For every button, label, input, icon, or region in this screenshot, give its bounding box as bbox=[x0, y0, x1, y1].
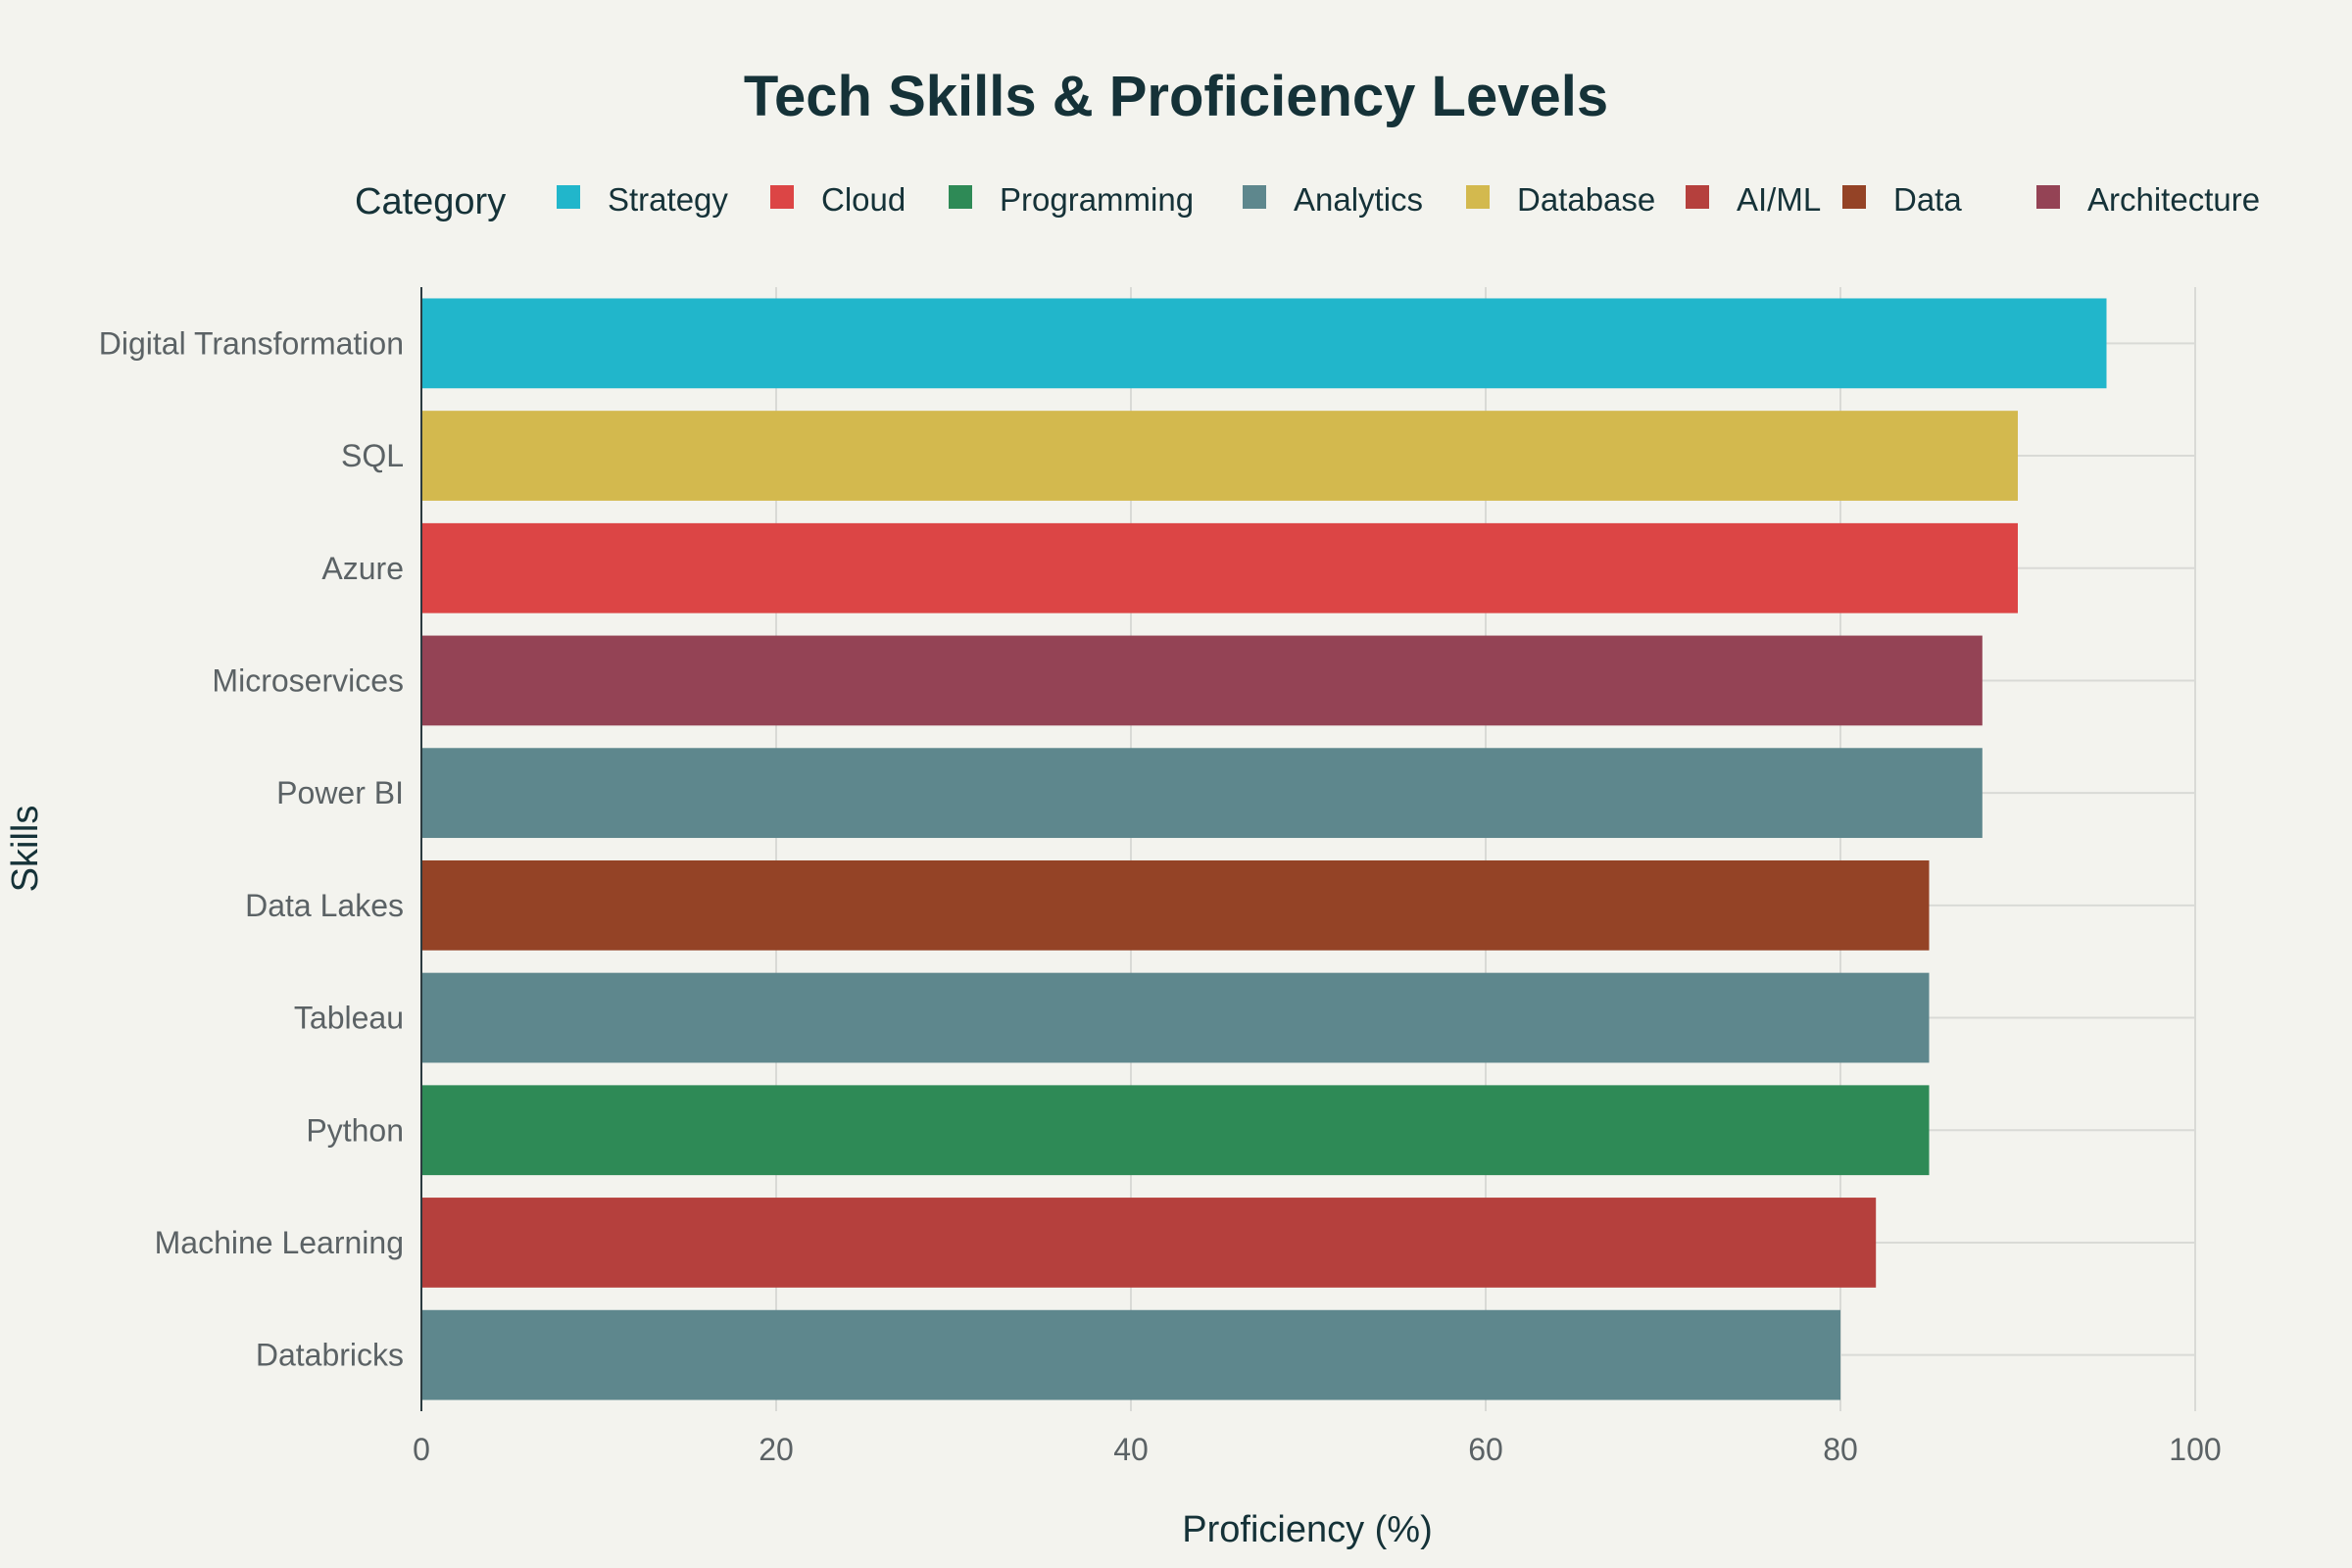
y-tick-label: Microservices bbox=[212, 662, 404, 698]
x-tick-label: 40 bbox=[1113, 1432, 1149, 1467]
legend-swatch-strategy[interactable] bbox=[557, 185, 580, 209]
legend-swatch-ai-ml[interactable] bbox=[1686, 185, 1709, 209]
legend-label[interactable]: Cloud bbox=[821, 181, 906, 218]
legend-swatch-analytics[interactable] bbox=[1243, 185, 1266, 209]
legend-title: Category bbox=[355, 181, 506, 222]
x-tick-label: 20 bbox=[759, 1432, 794, 1467]
y-tick-label: SQL bbox=[341, 438, 404, 473]
bar-azure[interactable] bbox=[421, 522, 2018, 613]
y-tick-label: Machine Learning bbox=[155, 1225, 404, 1260]
y-tick-label: Python bbox=[306, 1112, 404, 1148]
y-tick-label: Data Lakes bbox=[245, 888, 404, 923]
legend-swatch-cloud[interactable] bbox=[770, 185, 794, 209]
legend-label[interactable]: Analytics bbox=[1294, 181, 1423, 218]
legend-label[interactable]: Strategy bbox=[608, 181, 728, 218]
x-axis-title: Proficiency (%) bbox=[1182, 1509, 1433, 1550]
y-axis-title: Skills bbox=[5, 806, 46, 893]
legend-label[interactable]: Data bbox=[1893, 181, 1962, 218]
legend-label[interactable]: Database bbox=[1517, 181, 1655, 218]
bar-power-bi[interactable] bbox=[421, 748, 1983, 839]
x-tick-label: 60 bbox=[1468, 1432, 1503, 1467]
legend-swatch-architecture[interactable] bbox=[2036, 185, 2060, 209]
x-tick-label: 0 bbox=[413, 1432, 430, 1467]
y-tick-label: Tableau bbox=[294, 1001, 404, 1036]
bar-databricks[interactable] bbox=[421, 1309, 1840, 1400]
y-tick-label: Power BI bbox=[276, 775, 404, 810]
y-tick-label: Digital Transformation bbox=[99, 325, 404, 361]
bar-sql[interactable] bbox=[421, 411, 2018, 501]
bar-tableau[interactable] bbox=[421, 972, 1930, 1063]
bar-python[interactable] bbox=[421, 1085, 1930, 1176]
bar-data-lakes[interactable] bbox=[421, 859, 1930, 951]
legend-label[interactable]: Programming bbox=[1000, 181, 1194, 218]
bar-microservices[interactable] bbox=[421, 635, 1983, 726]
legend-label[interactable]: AI/ML bbox=[1737, 181, 1821, 218]
y-tick-label: Databricks bbox=[256, 1338, 404, 1373]
chart-title: Tech Skills & Proficiency Levels bbox=[744, 65, 1608, 128]
bars bbox=[421, 298, 2107, 1400]
legend: Category Strategy Cloud Programming Analyti… bbox=[355, 181, 2260, 222]
x-axis: 0 20 40 60 80 100 bbox=[413, 1432, 2222, 1467]
legend-swatch-programming[interactable] bbox=[949, 185, 972, 209]
legend-swatch-database[interactable] bbox=[1466, 185, 1490, 209]
x-tick-label: 100 bbox=[2169, 1432, 2221, 1467]
y-tick-label: Azure bbox=[321, 551, 404, 586]
y-axis: Digital Transformation SQL Azure Microservi… bbox=[99, 287, 422, 1411]
x-tick-label: 80 bbox=[1823, 1432, 1858, 1467]
bar-digital-transformation[interactable] bbox=[421, 298, 2107, 389]
legend-swatch-data[interactable] bbox=[1842, 185, 1866, 209]
legend-label[interactable]: Architecture bbox=[2087, 181, 2260, 218]
bar-machine-learning[interactable] bbox=[421, 1198, 1877, 1288]
